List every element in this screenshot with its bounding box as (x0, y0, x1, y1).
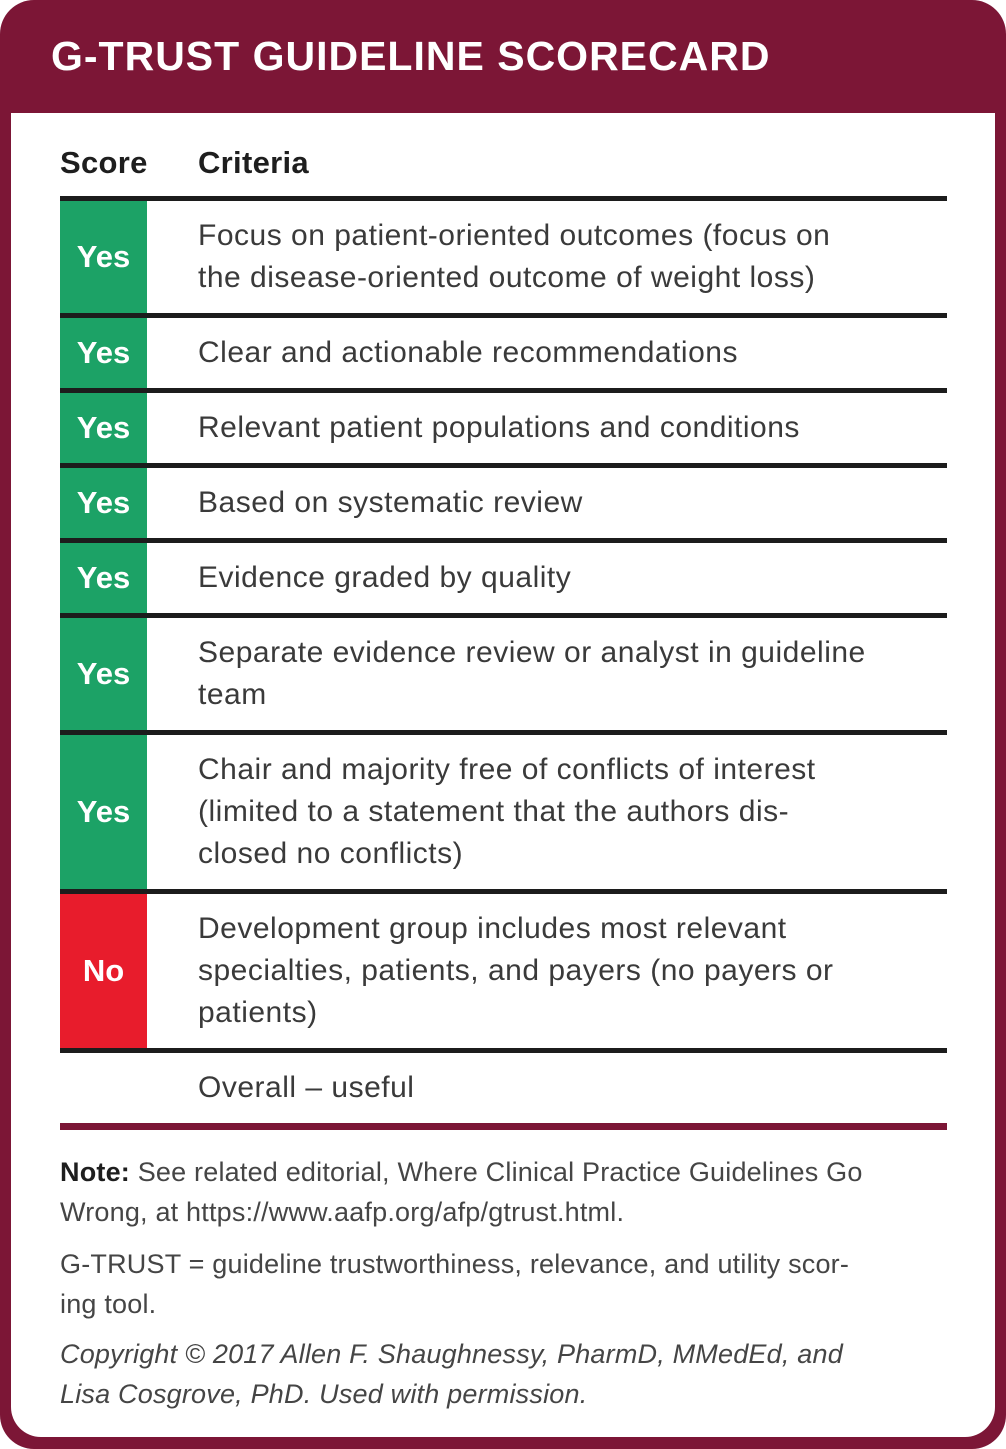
criteria-cell: Overall – useful (198, 1071, 415, 1104)
note-text: See related editorial, Where Clinical Pr… (60, 1157, 863, 1227)
score-cell (60, 1053, 147, 1123)
table-row: Yes Relevant patient populations and con… (60, 388, 947, 463)
score-cell: No (60, 894, 147, 1048)
score-cell: Yes (60, 468, 147, 538)
criteria-cell: Separate evidence review or analyst in g… (198, 636, 866, 711)
criteria-cell: Relevant patient populations and conditi… (198, 411, 800, 444)
abbreviation-paragraph: G-TRUST = guideline trustworthiness, rel… (60, 1249, 850, 1319)
table-row: Yes Separate evidence review or analyst … (60, 613, 947, 730)
criteria-cell: Development group includes most relevant… (198, 912, 834, 1029)
table-row: Yes Evidence graded by quality (60, 538, 947, 613)
score-cell: Yes (60, 201, 147, 313)
criteria-cell: Chair and majority free of conflicts of … (198, 753, 816, 870)
copyright-paragraph: Copyright © 2017 Allen F. Shaughnessy, P… (60, 1339, 843, 1409)
table-row: Yes Clear and actionable recommendations (60, 313, 947, 388)
criteria-cell: Based on systematic review (198, 486, 583, 519)
card-title: G-TRUST GUIDELINE SCORECARD (51, 33, 771, 79)
table-bottom-rule (60, 1123, 947, 1130)
scorecard-table: Score Criteria Yes Focus on patient-orie… (60, 113, 947, 1130)
column-header-score: Score (60, 145, 148, 180)
note-paragraph: Note: See related editorial, Where Clini… (60, 1152, 947, 1232)
card-header: G-TRUST GUIDELINE SCORECARD (0, 0, 1006, 113)
table-row: Yes Based on systematic review (60, 463, 947, 538)
criteria-cell: Focus on patient-oriented outcomes (focu… (198, 219, 831, 294)
criteria-cell: Evidence graded by quality (198, 561, 572, 594)
score-cell: Yes (60, 735, 147, 889)
score-cell: Yes (60, 393, 147, 463)
table-row: Overall – useful (60, 1048, 947, 1123)
score-cell: Yes (60, 318, 147, 388)
table-rows: Yes Focus on patient-oriented outcomes (… (60, 196, 947, 1123)
criteria-cell: Clear and actionable recommendations (198, 336, 738, 369)
note-label: Note: (60, 1157, 130, 1187)
score-cell: Yes (60, 618, 147, 730)
score-cell: Yes (60, 543, 147, 613)
card-body: Score Criteria Yes Focus on patient-orie… (11, 113, 995, 1437)
table-row: No Development group includes most relev… (60, 889, 947, 1048)
table-row: Yes Chair and majority free of conflicts… (60, 730, 947, 889)
column-header-criteria: Criteria (198, 145, 309, 180)
table-header-row: Score Criteria (60, 113, 947, 196)
table-row: Yes Focus on patient-oriented outcomes (… (60, 196, 947, 313)
